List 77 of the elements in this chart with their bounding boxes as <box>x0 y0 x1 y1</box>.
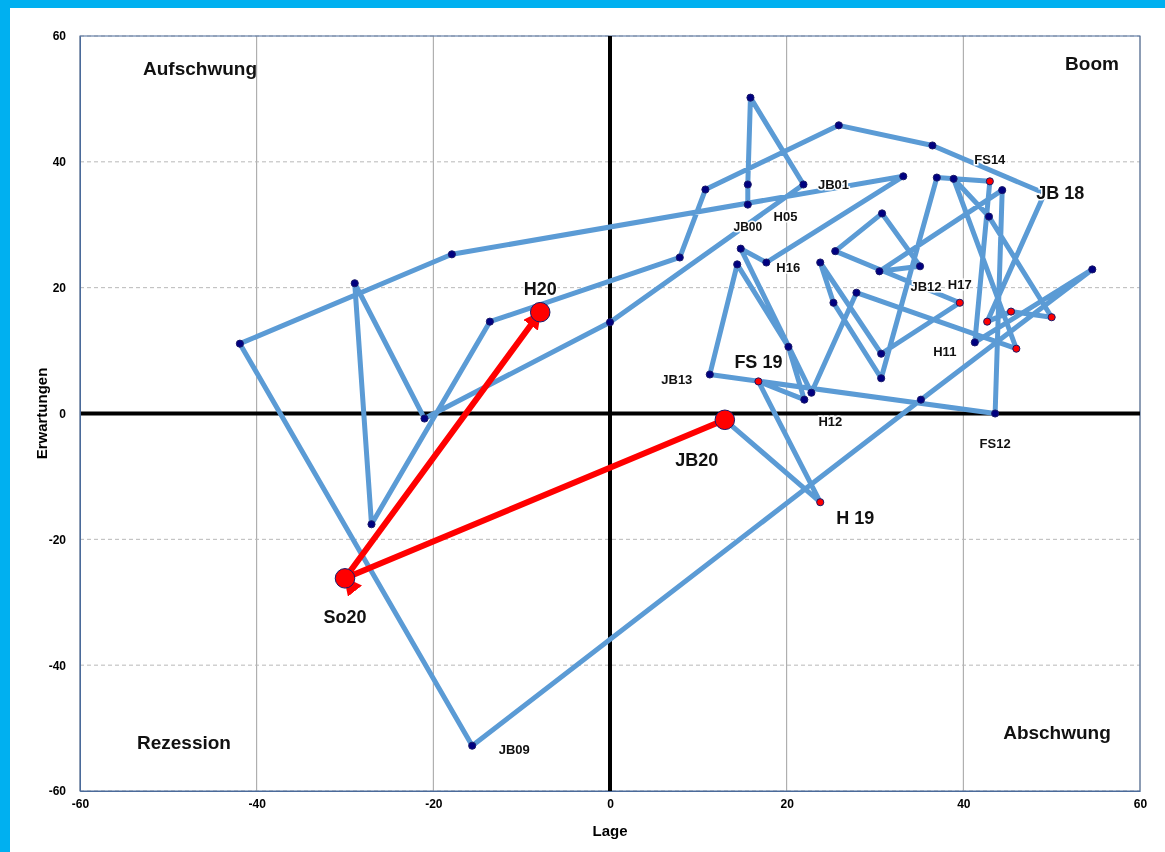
point <box>367 520 376 529</box>
point <box>816 258 825 267</box>
annotation: H20 <box>523 278 557 299</box>
point <box>334 568 356 589</box>
point <box>701 185 710 194</box>
point <box>899 172 908 181</box>
y-axis-title: Erwartungen <box>33 367 50 460</box>
point <box>468 741 477 750</box>
annotation: H12 <box>818 414 843 430</box>
point <box>733 260 742 269</box>
annotation: H 19 <box>836 507 875 528</box>
point <box>807 388 816 397</box>
y-tick-label: 60 <box>52 29 67 44</box>
point <box>877 374 886 383</box>
x-tick-label: -60 <box>71 796 90 811</box>
point <box>852 288 861 297</box>
point <box>829 298 838 307</box>
point <box>991 409 1000 418</box>
y-tick-label: 40 <box>52 155 67 170</box>
annotation: FS14 <box>974 151 1007 167</box>
point <box>743 200 752 209</box>
x-tick-label: -20 <box>425 796 443 811</box>
point <box>932 173 941 182</box>
point <box>605 318 615 327</box>
annotation: H05 <box>773 209 798 225</box>
annotation: Aufschwung <box>143 58 257 79</box>
point <box>916 395 925 404</box>
annotation: Rezession <box>137 732 231 753</box>
point <box>800 395 809 404</box>
y-tick-label: 0 <box>59 406 67 421</box>
point <box>834 121 843 130</box>
x-tick-label: 40 <box>957 796 971 811</box>
point <box>235 339 244 348</box>
y-tick-label: -60 <box>48 784 67 799</box>
point <box>350 279 359 288</box>
x-axis-title: Lage <box>592 822 628 839</box>
y-tick-label: -20 <box>48 532 67 547</box>
annotation: Boom <box>1065 53 1119 74</box>
annotation: H17 <box>947 277 972 293</box>
point <box>998 186 1007 195</box>
point <box>736 244 745 253</box>
point <box>799 180 808 189</box>
annotation: So20 <box>323 606 367 627</box>
point <box>746 93 755 102</box>
annotation: JB09 <box>498 742 530 758</box>
x-tick-label: 0 <box>607 796 615 811</box>
point <box>1088 265 1097 274</box>
point <box>420 414 429 423</box>
x-tick-label: 20 <box>780 796 795 811</box>
point <box>529 301 551 323</box>
point <box>831 247 840 256</box>
point <box>877 349 886 358</box>
point <box>984 212 994 221</box>
point <box>878 209 887 218</box>
point <box>970 338 979 347</box>
annotation: JB20 <box>675 450 719 471</box>
x-tick-label: 60 <box>1133 796 1148 811</box>
x-tick-label: -40 <box>248 796 267 811</box>
point <box>762 258 771 267</box>
point <box>705 370 714 379</box>
annotation: JB13 <box>661 372 693 388</box>
point <box>784 342 793 351</box>
y-tick-label: -40 <box>48 658 67 673</box>
annotation: H16 <box>776 260 801 276</box>
annotation: Abschwung <box>1003 722 1111 743</box>
point <box>928 141 937 150</box>
point <box>485 317 494 326</box>
annotation: H11 <box>933 343 957 359</box>
point <box>915 262 925 271</box>
point <box>447 250 456 259</box>
annotation: FS 19 <box>734 351 783 372</box>
y-tick-label: 20 <box>52 281 67 296</box>
point <box>949 174 958 183</box>
point <box>875 267 884 276</box>
annotation: FS12 <box>979 436 1011 452</box>
point <box>743 180 752 189</box>
point <box>675 253 684 262</box>
